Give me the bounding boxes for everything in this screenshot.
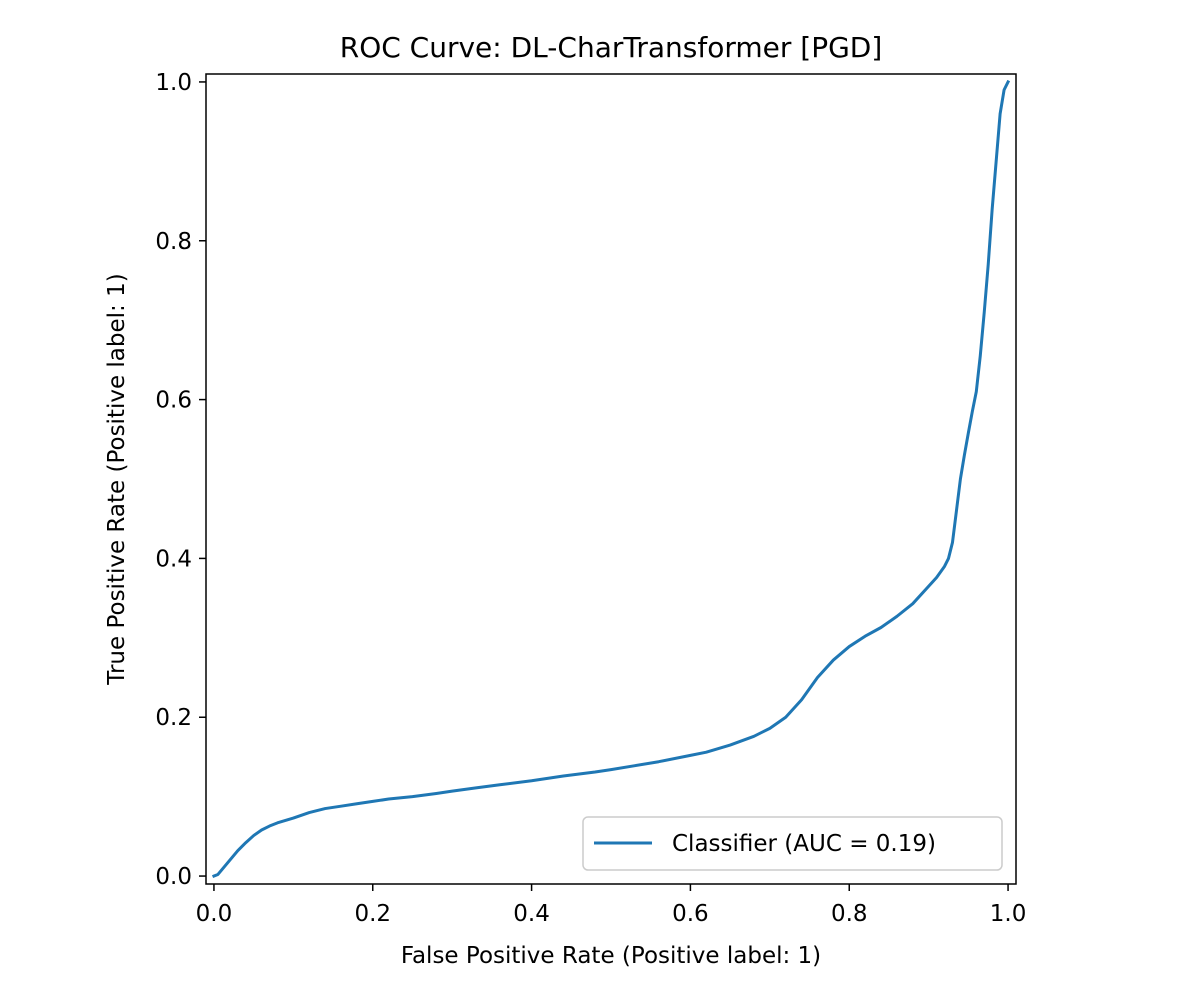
roc-curve-line	[211, 79, 1011, 879]
x-tick-label: 0.6	[672, 901, 709, 927]
y-tick-label: 0.6	[155, 388, 192, 414]
x-tick-label: 0.0	[196, 901, 233, 927]
y-tick-label: 1.0	[155, 70, 192, 96]
x-tick-label: 0.8	[831, 901, 868, 927]
curve-layer	[211, 79, 1011, 879]
y-tick-label: 0.0	[155, 864, 192, 890]
x-axis-ticks: 0.0 0.2 0.4 0.6 0.8 1.0	[196, 884, 1027, 927]
chart-title: ROC Curve: DL-CharTransformer [PGD]	[340, 31, 883, 64]
legend: Classifier (AUC = 0.19)	[582, 816, 1003, 871]
x-axis-label: False Positive Rate (Positive label: 1)	[401, 943, 821, 969]
y-axis-ticks: 0.0 0.2 0.4 0.6 0.8 1.0	[155, 70, 206, 890]
x-tick-label: 1.0	[990, 901, 1027, 927]
legend-box	[582, 816, 1003, 871]
x-tick-label: 0.4	[513, 901, 550, 927]
legend-label: Classifier (AUC = 0.19)	[672, 831, 936, 857]
y-axis-label: True Positive Rate (Positive label: 1)	[104, 273, 130, 685]
x-tick-label: 0.2	[354, 901, 391, 927]
y-tick-label: 0.4	[155, 546, 192, 572]
plot-frame	[205, 73, 1017, 885]
y-tick-label: 0.8	[155, 229, 192, 255]
y-tick-label: 0.2	[155, 705, 192, 731]
